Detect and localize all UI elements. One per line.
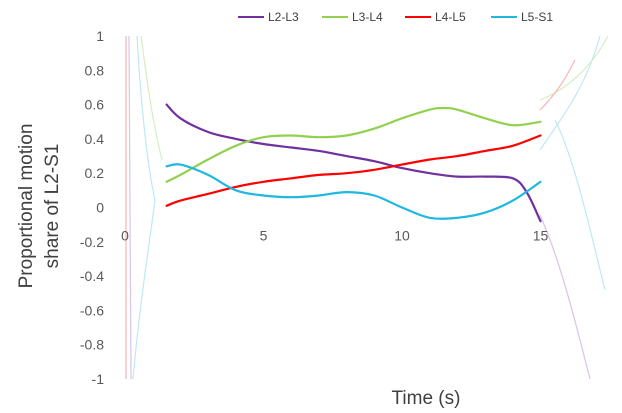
faint-trend-curve-1 — [128, 35, 132, 380]
y-tick-label: -0.8 — [80, 337, 104, 353]
faint-trend-curve-3 — [140, 35, 163, 161]
faint-trend-curve-7 — [539, 214, 591, 380]
y-tick-label: -1 — [92, 371, 105, 387]
series-line-l2-l3 — [165, 103, 542, 223]
faint-trend-curve-2 — [132, 35, 156, 380]
y-tick-label: 0.2 — [85, 165, 105, 181]
faint-trend-curve-6 — [539, 59, 576, 111]
y-axis-title-line-1: Proportional motion — [16, 124, 37, 289]
x-axis-title: Time (s) — [392, 388, 461, 409]
legend-label-l4-l5: L4-L5 — [435, 10, 466, 24]
x-axis-tick-labels: 0 5 10 15 — [121, 228, 548, 244]
legend-label-l5-s1: L5-S1 — [521, 10, 553, 24]
legend-label-l2-l3: L2-L3 — [268, 10, 299, 24]
y-tick-label: 0 — [96, 200, 104, 216]
faint-trend-curve-4 — [539, 35, 601, 151]
x-tick-label: 5 — [260, 228, 268, 244]
x-tick-label: 10 — [394, 228, 410, 244]
y-tick-label: 1 — [96, 28, 104, 44]
faint-trend-curve-5 — [539, 35, 609, 101]
y-tick-label: -0.6 — [80, 302, 104, 318]
x-tick-label: 0 — [121, 228, 129, 244]
y-tick-label: 0.8 — [85, 62, 105, 78]
y-tick-label: -0.4 — [80, 268, 104, 284]
chart-legend: L2-L3 L3-L4 L4-L5 L5-S1 — [238, 10, 553, 24]
series-line-l3-l4 — [165, 106, 542, 183]
background-trend-curves — [125, 35, 609, 380]
series-line-l4-l5 — [165, 134, 542, 207]
legend-label-l3-l4: L3-L4 — [352, 10, 383, 24]
y-tick-label: 0.4 — [85, 131, 105, 147]
y-tick-label: -0.2 — [80, 234, 104, 250]
x-tick-label: 15 — [533, 228, 549, 244]
y-tick-label: 0.6 — [85, 97, 105, 113]
series-lines — [165, 103, 542, 223]
y-axis-title-line-2: share of L2-S1 — [42, 144, 63, 269]
y-axis-tick-labels: 1 0.8 0.6 0.4 0.2 0 -0.2 -0.4 -0.6 -0.8 -1 — [80, 28, 104, 387]
series-line-l5-s1 — [165, 163, 542, 220]
faint-trend-curve-8 — [554, 119, 606, 291]
